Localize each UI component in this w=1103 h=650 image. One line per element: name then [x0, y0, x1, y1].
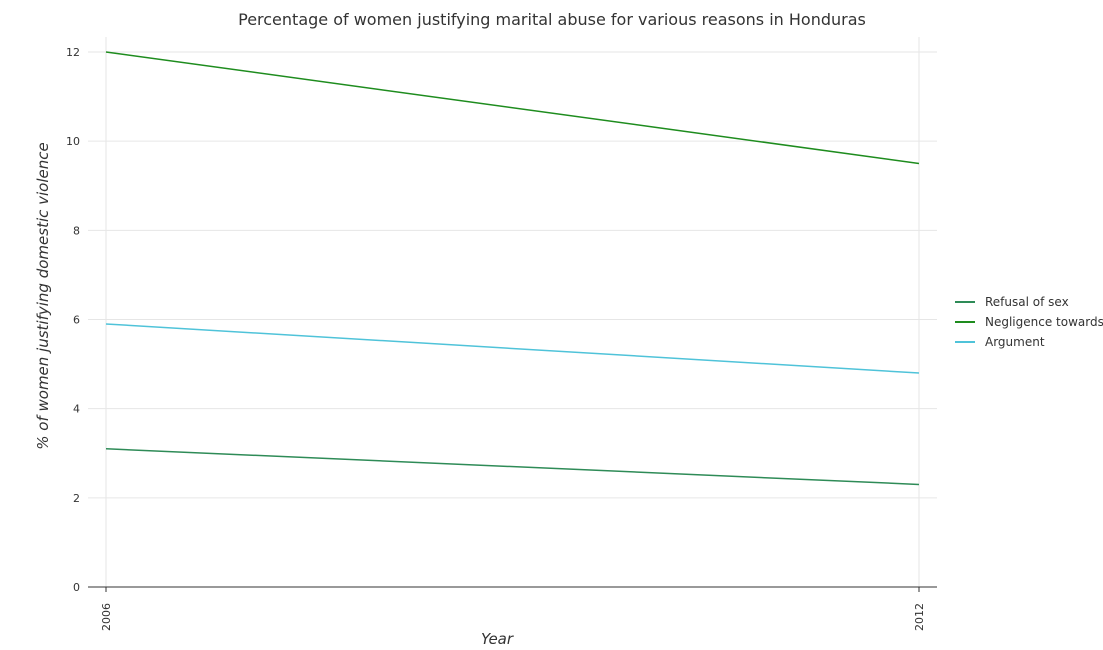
chart-title: Percentage of women justifying marital a… — [238, 10, 866, 29]
legend: Refusal of sex Negligence towards kids Arg… — [955, 295, 1103, 349]
legend-label: Argument — [985, 335, 1045, 349]
y-tick-label: 12 — [66, 46, 80, 59]
axes: 0 2 4 6 8 10 12 2006 2012 — [66, 46, 937, 631]
grid — [88, 37, 937, 588]
series-line-negligence-towards-kids — [105, 51, 920, 165]
x-tick-label: 2012 — [913, 603, 926, 631]
y-tick-label: 0 — [73, 581, 80, 594]
series-line-refusal-of-sex — [105, 448, 920, 486]
y-tick-label: 2 — [73, 492, 80, 505]
y-tick-label: 8 — [73, 224, 80, 237]
y-axis-label: % of women justifying domestic violence — [34, 142, 52, 450]
y-tick-label: 10 — [66, 135, 80, 148]
x-tick-label: 2006 — [100, 603, 113, 631]
legend-label: Negligence towards kids — [985, 315, 1103, 329]
series-lines — [105, 51, 920, 486]
y-tick-label: 6 — [73, 314, 80, 327]
series-line-argument — [105, 323, 920, 374]
y-tick-label: 4 — [73, 403, 80, 416]
x-axis-label: Year — [481, 630, 514, 648]
legend-label: Refusal of sex — [985, 295, 1069, 309]
